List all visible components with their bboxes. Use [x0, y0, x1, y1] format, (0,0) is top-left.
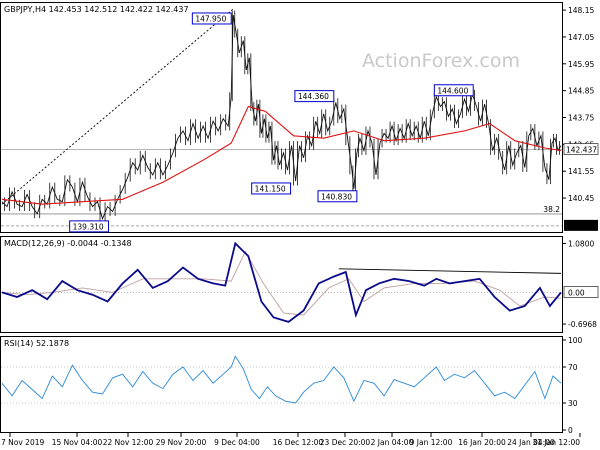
- price-annotation-label: 141.150: [255, 184, 286, 193]
- x-tick-label: 29 Nov 20:00: [156, 438, 207, 447]
- price-y-tick-label: 140.45: [568, 194, 594, 203]
- moving-average-line: [1, 105, 562, 205]
- price-annotation-box: [317, 190, 358, 203]
- price-annotation-label: 140.830: [321, 192, 352, 201]
- macd-panel-title: MACD(12,26,9) -0.0044 -0.1348: [4, 239, 132, 248]
- price-y-tick-label: 143.75: [568, 114, 594, 123]
- level-label: 38.2: [543, 205, 560, 214]
- price-annotation-label: 139.310: [73, 222, 104, 231]
- rsi-y-tick-label: 70: [568, 363, 578, 372]
- price-y-tick-label: 147.05: [568, 33, 594, 42]
- watermark: ActionForex.com: [362, 50, 520, 72]
- price-y-tick-label: 145.95: [568, 60, 594, 69]
- macd-trendline: [338, 268, 562, 274]
- macd-signal-line: [1, 250, 562, 316]
- price-y-tick-label: 141.55: [568, 167, 594, 176]
- x-tick-label: 7 Nov 2019: [1, 438, 44, 447]
- price-annotation-box: [294, 90, 335, 103]
- price-series-line: [1, 14, 562, 221]
- rsi-panel-frame: [0, 336, 563, 433]
- price-trendline: [1, 8, 234, 205]
- price-panel-title: GBPJPY,H4 142.453 142.512 142.422 142.43…: [4, 5, 189, 14]
- x-tick-label: 16 Dec 12:00: [273, 438, 324, 447]
- macd-y-tick-label: -0.6968: [568, 320, 597, 329]
- x-tick-label: 15 Nov 04:00: [52, 438, 103, 447]
- price-y-tick-label: 144.85: [568, 87, 594, 96]
- current-price-tag-text: 142.437: [566, 146, 597, 155]
- macd-line: [1, 241, 562, 323]
- macd-y-tick-label: 1.0800: [568, 239, 594, 248]
- level-price-tag-text: 139.310: [566, 222, 597, 231]
- price-annotation-box: [69, 220, 110, 233]
- rsi-y-tick-label: 0: [568, 426, 573, 435]
- x-tick-label: 23 Dec 20:00: [320, 438, 371, 447]
- x-tick-label: 16 Jan 20:00: [458, 438, 506, 447]
- rsi-y-tick-label: 100: [568, 336, 583, 345]
- x-tick-label: 22 Nov 12:00: [103, 438, 154, 447]
- macd-current-tag: [563, 286, 599, 298]
- price-annotation-box: [251, 182, 292, 195]
- x-tick-label: 9 Jan 12:00: [410, 438, 453, 447]
- price-annotation-box: [433, 84, 474, 97]
- price-annotation-label: 144.600: [437, 86, 468, 95]
- level-price-tag: [564, 219, 598, 231]
- macd-current-tag-text: 0.00: [568, 288, 585, 297]
- price-annotation-label: 144.360: [298, 92, 329, 101]
- rsi-panel-title: RSI(14) 52.1878: [4, 339, 69, 348]
- price-annotation-box: [191, 12, 232, 25]
- price-annotation-label: 147.950: [195, 14, 226, 23]
- rsi-line: [1, 355, 562, 404]
- rsi-y-tick-label: 30: [568, 399, 578, 408]
- x-tick-label: 24 Jan 04:00: [507, 438, 555, 447]
- x-tick-label: 9 Dec 04:00: [214, 438, 260, 447]
- price-y-tick-label: 148.15: [568, 6, 594, 15]
- current-price-tag: [563, 143, 599, 155]
- x-tick-label: 2 Jan 04:00: [371, 438, 414, 447]
- macd-panel-frame: [0, 236, 563, 333]
- x-tick-label: 31 Jan 12:00: [533, 438, 581, 447]
